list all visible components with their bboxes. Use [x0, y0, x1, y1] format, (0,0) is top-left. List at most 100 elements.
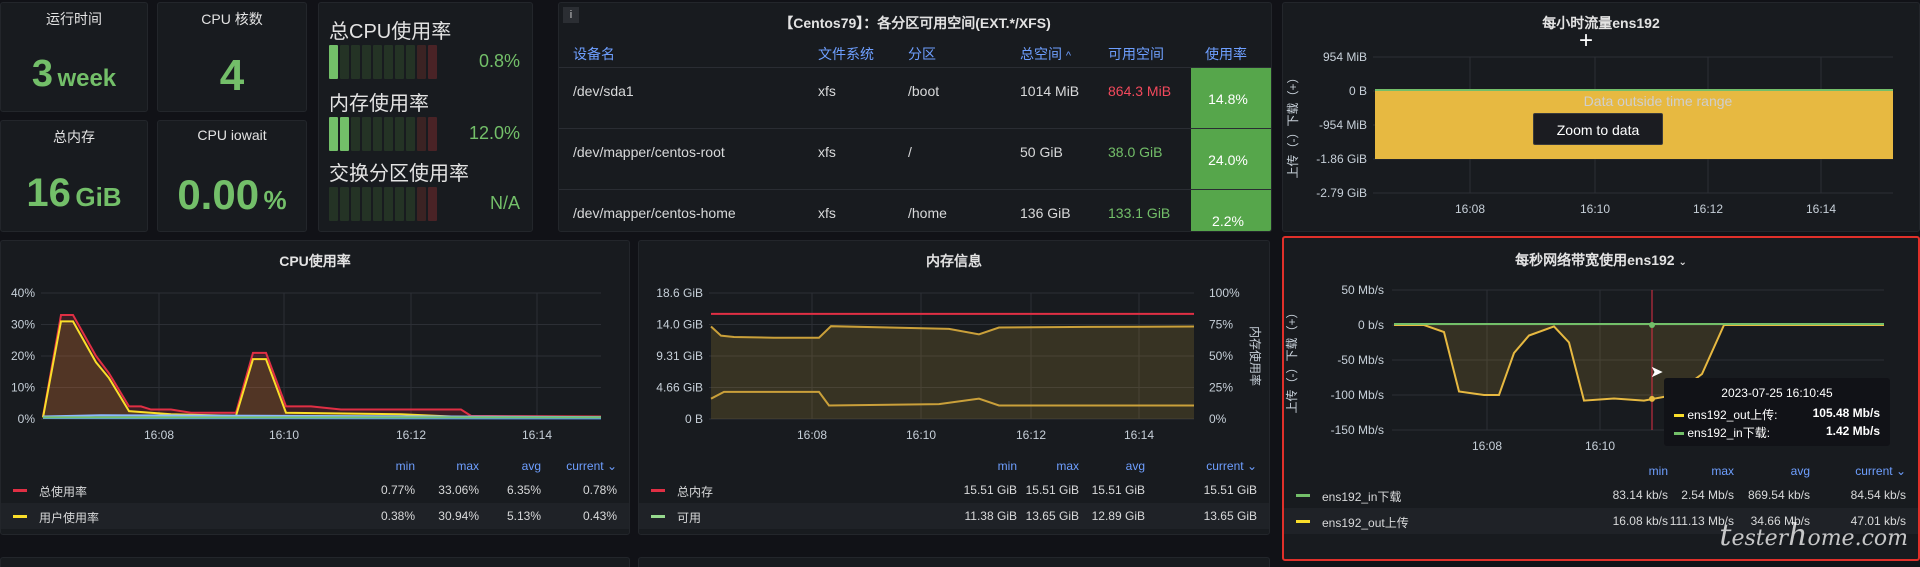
legend-header-label: current: [1855, 464, 1893, 478]
disk-space-panel[interactable]: i 【Centos79】：各分区可用空间(EXT.*/XFS) 设备名 文件系统…: [558, 2, 1272, 232]
y-tick-label: 30%: [11, 318, 35, 332]
cell-use: 14.8%: [1191, 66, 1271, 128]
legend-avg: 12.89 GiB: [1091, 509, 1145, 523]
hourly-traffic-panel[interactable]: 每小时流量ens192 + 954 MiB 0 B -954 MiB -1.86 Gi…: [1282, 2, 1920, 232]
legend-header-min[interactable]: min: [1578, 464, 1668, 478]
gauge-cell: [395, 45, 404, 79]
uptime-unit: week: [57, 65, 117, 92]
x-tick-label: 16:10: [269, 428, 299, 442]
legend-header-current[interactable]: current ⌄: [1816, 464, 1906, 478]
legend-avg: 34.66 Mb/s: [1750, 514, 1810, 528]
legend-row[interactable]: 可用 11.38 GiB 13.65 GiB 12.89 GiB 13.65 GiB: [639, 503, 1269, 529]
legend-series-name: 用户使用率: [39, 511, 100, 525]
total-mem-number: 16: [26, 171, 71, 215]
used-mem-line: [710, 390, 1194, 407]
legend-header-avg[interactable]: avg: [451, 459, 541, 473]
legend-row[interactable]: ens192_out上传 16.08 kb/s 111.13 Mb/s 34.66 …: [1284, 508, 1918, 534]
network-bandwidth-panel[interactable]: 每秒网络带宽使用ens192 ⌄ 50 Mb/s 0 b/s -50 Mb/s -10…: [1282, 236, 1920, 561]
y-tick-label: -1.86 GiB: [1316, 152, 1367, 166]
legend-header-min[interactable]: min: [325, 459, 415, 473]
memory-info-chart[interactable]: 18.6 GiB 14.0 GiB 9.31 GiB 4.66 GiB 0 B 16:08…: [639, 281, 1270, 481]
uptime-panel[interactable]: 运行时间 3 week: [0, 2, 148, 112]
gauge-bar: [329, 45, 437, 79]
usage-gauges-panel[interactable]: 总CPU使用率 0.8% 内存使用率 12.0% 交换分区使用率 N/A: [318, 2, 533, 232]
col-device[interactable]: 设备名: [573, 45, 615, 62]
legend-min: 0.77%: [380, 483, 415, 497]
x-tick-label: 16:08: [1472, 439, 1502, 453]
gauge-cell: [406, 117, 415, 151]
network-bandwidth-title[interactable]: 每秒网络带宽使用ens192 ⌄: [1284, 250, 1918, 270]
gauge-cell: [428, 117, 437, 151]
tooltip-series-value: 105.48 Mb/s: [1812, 406, 1880, 420]
legend-max: 13.65 GiB: [1025, 509, 1079, 523]
cpu-usage-panel[interactable]: CPU使用率 40% 30% 20% 10% 0% 16:08 16:10 16:12 16:1…: [0, 240, 630, 535]
gauge-cell: [417, 187, 426, 221]
legend-header-max[interactable]: max: [389, 459, 479, 473]
chevron-down-icon: ⌄: [606, 459, 617, 473]
legend-header-label: min: [1648, 464, 1668, 478]
cpu-cores-title: CPU 核数: [201, 11, 263, 27]
memory-info-panel[interactable]: 内存信息 18.6 GiB 14.0 GiB 9.31 GiB 4.66 GiB 0 B…: [638, 240, 1270, 535]
gauge-cell: [329, 117, 338, 151]
gauge-cell: [340, 117, 349, 151]
x-tick-label: 16:14: [1124, 428, 1154, 442]
legend-header-label: max: [456, 459, 479, 473]
legend-header-max[interactable]: max: [1644, 464, 1734, 478]
y-tick-label: -954 MiB: [1319, 118, 1367, 132]
hover-point: [1649, 395, 1655, 402]
tooltip-series-value: 1.42 Mb/s: [1825, 424, 1880, 438]
gauge-cell: [384, 117, 393, 151]
y-tick-label: 9.31 GiB: [656, 349, 703, 363]
legend-header-label: current: [1206, 459, 1244, 473]
legend-series-name: 总使用率: [39, 485, 88, 499]
table-row: /dev/mapper/centos-root xfs / 50 GiB 38.…: [559, 127, 1271, 189]
legend-row[interactable]: 总使用率 0.77% 33.06% 6.35% 0.78%: [1, 477, 629, 503]
legend-row[interactable]: 总内存 15.51 GiB 15.51 GiB 15.51 GiB 15.51 GiB: [639, 477, 1269, 503]
col-use[interactable]: 使用率: [1205, 45, 1247, 62]
zoom-to-data-button[interactable]: Zoom to data: [1533, 113, 1663, 145]
disk-table-header: 设备名 文件系统 分区 总空间 ^ 可用空间 使用率: [559, 41, 1271, 67]
x-tick-label: 16:08: [1455, 202, 1485, 216]
legend-header-max[interactable]: max: [989, 459, 1079, 473]
gauge-bar: [329, 117, 437, 151]
hourly-traffic-chart[interactable]: 954 MiB 0 B -954 MiB -1.86 GiB -2.79 GiB 16:0…: [1283, 33, 1920, 232]
col-fs[interactable]: 文件系统: [818, 45, 874, 62]
legend-series-name: ens192_out上传: [1322, 516, 1409, 530]
network-bandwidth-chart[interactable]: 50 Mb/s 0 b/s -50 Mb/s -100 Mb/s -150 Mb/s 16…: [1284, 278, 1918, 488]
iowait-panel[interactable]: CPU iowait 0.00 %: [157, 120, 307, 232]
y-tick-label: 4.66 GiB: [656, 381, 703, 395]
cpu-cores-panel[interactable]: CPU 核数 4: [157, 2, 307, 112]
legend-header-avg[interactable]: avg: [1055, 459, 1145, 473]
legend-header-min[interactable]: min: [927, 459, 1017, 473]
tooltip-swatch: [1674, 414, 1684, 418]
total-mem-panel[interactable]: 总内存 16 GiB: [0, 120, 148, 232]
legend-row[interactable]: 用户使用率 0.38% 30.94% 5.13% 0.43%: [1, 503, 629, 529]
gauge-cell: [340, 187, 349, 221]
legend-swatch: [1296, 494, 1310, 497]
cpu-usage-chart[interactable]: 40% 30% 20% 10% 0% 16:08 16:10 16:12 16:14: [1, 281, 630, 481]
col-avail[interactable]: 可用空间: [1108, 45, 1164, 62]
col-size[interactable]: 总空间 ^: [1006, 41, 1094, 67]
y-tick-label: 40%: [11, 286, 35, 300]
gauge-cell: [417, 117, 426, 151]
y-right-tick-label: 0%: [1209, 412, 1227, 426]
x-tick-label: 16:12: [1693, 202, 1723, 216]
table-row: /dev/sda1 xfs /boot 1014 MiB 864.3 MiB 1…: [559, 66, 1271, 128]
y-tick-label: 18.6 GiB: [656, 286, 703, 300]
table-row: /dev/mapper/centos-home xfs /home 136 Gi…: [559, 188, 1271, 231]
cell-device: /dev/mapper/centos-root: [559, 127, 804, 189]
legend-header-current[interactable]: current ⌄: [1167, 459, 1257, 473]
panel-info-icon[interactable]: i: [563, 7, 579, 23]
legend-header-avg[interactable]: avg: [1720, 464, 1810, 478]
y-tick-label: 954 MiB: [1323, 50, 1367, 64]
legend-min: 83.14 kb/s: [1612, 488, 1668, 502]
legend-row[interactable]: ens192_in下载 83.14 kb/s 2.54 Mb/s 869.54 kb…: [1284, 482, 1918, 508]
uptime-value: 3 week: [1, 53, 147, 96]
gauge-cell: [373, 187, 382, 221]
legend-header-label: avg: [1125, 459, 1145, 473]
col-mount[interactable]: 分区: [908, 45, 936, 62]
gauge-cell: [373, 45, 382, 79]
x-tick-label: 16:08: [144, 428, 174, 442]
legend-header-current[interactable]: current ⌄: [527, 459, 617, 473]
disk-table: 设备名 文件系统 分区 总空间 ^ 可用空间 使用率 /dev/sda1 xfs…: [559, 41, 1271, 231]
